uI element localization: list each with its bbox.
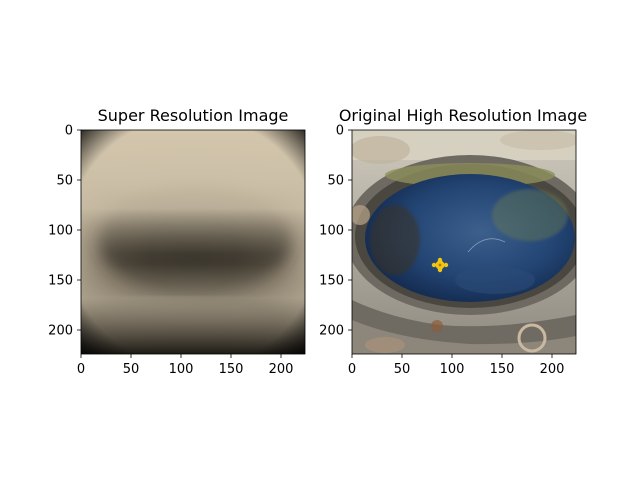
sr-y-tick-label: 200	[48, 324, 73, 339]
orig-title: Original High Resolution Image	[339, 106, 587, 125]
orig-x-tick-label: 150	[490, 362, 515, 377]
sr-x-tick-label: 100	[169, 362, 194, 377]
sr-x-tick-label: 200	[269, 362, 294, 377]
sr-y-tick-label: 0	[65, 124, 73, 139]
sr-title: Super Resolution Image	[98, 106, 289, 125]
orig-y-tick-label: 0	[336, 124, 344, 139]
sr-x-tick-label: 150	[219, 362, 244, 377]
sr-x-tick-label: 0	[77, 362, 85, 377]
sr-y-tick-label: 50	[56, 174, 73, 189]
orig-y-tick-label: 150	[319, 274, 344, 289]
sr-y-axis: 0 50 100 150 200	[48, 124, 81, 339]
sr-y-tick-label: 150	[48, 274, 73, 289]
original-panel: Original High Resolution Image	[319, 106, 587, 377]
orig-image	[352, 130, 576, 354]
orig-x-tick-label: 100	[440, 362, 465, 377]
orig-x-tick-label: 200	[540, 362, 565, 377]
orig-x-axis: 0 50 100 150 200	[348, 354, 565, 377]
sr-x-tick-label: 50	[123, 362, 140, 377]
super-resolution-panel: Super Resolution Image 0 50 100 150 200 0 50 1…	[48, 106, 306, 377]
orig-x-tick-label: 0	[348, 362, 356, 377]
orig-axes-frame	[351, 129, 577, 355]
sr-image	[81, 130, 305, 354]
orig-y-tick-label: 200	[319, 324, 344, 339]
sr-x-axis: 0 50 100 150 200	[77, 354, 294, 377]
flower-icon	[431, 257, 449, 273]
sr-axes-frame	[80, 129, 306, 355]
orig-y-axis: 0 50 100 150 200	[319, 124, 352, 339]
orig-x-tick-label: 50	[394, 362, 411, 377]
orig-y-tick-label: 100	[319, 224, 344, 239]
sr-y-tick-label: 100	[48, 224, 73, 239]
orig-y-tick-label: 50	[327, 174, 344, 189]
